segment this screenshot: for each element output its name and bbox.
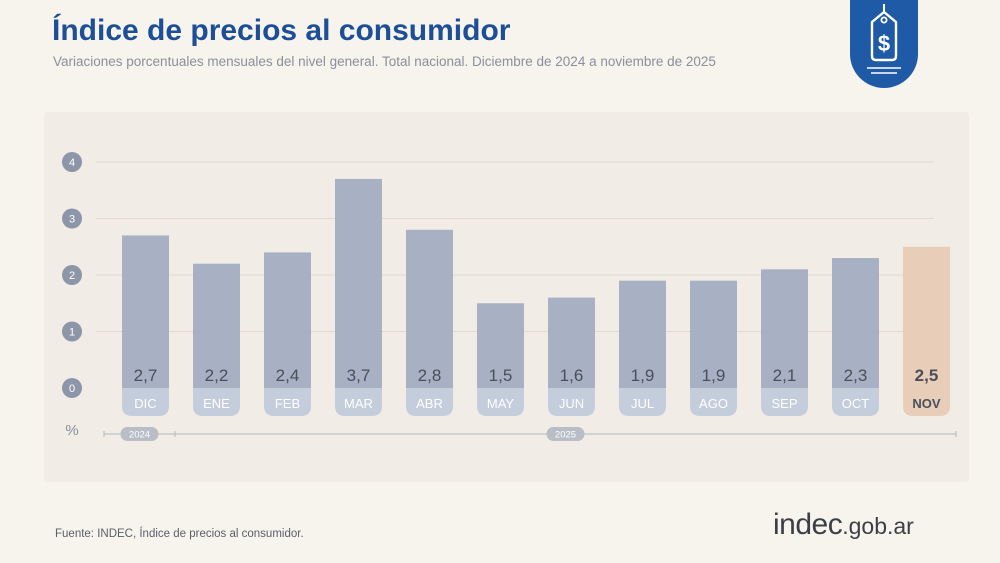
x-tick-label: SEP — [771, 396, 797, 411]
bar-value-label: 2,5 — [915, 366, 939, 385]
bar — [264, 252, 311, 388]
bar — [832, 258, 879, 388]
year-group-label: 2024 — [129, 430, 150, 441]
month-chip — [477, 388, 524, 416]
bar — [122, 235, 169, 388]
y-tick-marker — [62, 265, 82, 285]
logo-domain: .gob.ar — [842, 513, 914, 539]
y-tick-marker — [62, 152, 82, 172]
bar-value-label: 2,2 — [205, 366, 229, 385]
y-tick-marker — [62, 208, 82, 229]
x-tick-label: FEB — [275, 396, 300, 411]
bar — [335, 178, 382, 388]
month-chip — [406, 388, 453, 416]
y-tick-label: 3 — [69, 214, 75, 226]
x-tick-label: ABR — [416, 396, 443, 411]
bar — [903, 246, 950, 388]
y-tick-label: 4 — [69, 157, 75, 169]
x-tick-label: OCT — [842, 396, 870, 411]
svg-text:$: $ — [878, 31, 890, 56]
month-chip — [264, 388, 311, 416]
chart-title: Índice de precios al consumidor — [52, 14, 511, 47]
bar-value-label: 2,7 — [134, 366, 158, 385]
x-tick-label: MAY — [487, 396, 515, 411]
bar-value-label: 1,6 — [560, 366, 584, 385]
bar-value-label: 2,4 — [276, 366, 300, 385]
month-chip — [548, 388, 595, 416]
x-tick-label: ENE — [203, 396, 230, 411]
indec-logo: indec.gob.ar — [773, 508, 914, 542]
bar — [406, 229, 453, 388]
chart-panel: 0 1 2 3 4% 2,7 DIC 2,2 ENE 2,4 FEB 3,7 MAR 2,8 ABR 1,5 M… — [44, 112, 969, 482]
month-chip — [903, 388, 950, 416]
y-tick-marker — [62, 378, 82, 398]
bar-value-label: 1,9 — [702, 366, 726, 385]
year-group-label: 2025 — [555, 430, 576, 441]
bar-value-label: 3,7 — [347, 366, 371, 385]
bar — [761, 269, 808, 388]
y-axis-label: % — [65, 422, 78, 439]
bar — [690, 280, 737, 388]
y-tick-marker — [62, 321, 82, 342]
x-tick-label: AGO — [699, 396, 728, 411]
bar-value-label: 2,8 — [418, 366, 442, 385]
x-tick-label: JUN — [559, 396, 584, 411]
x-tick-label: DIC — [134, 396, 156, 411]
source-note: Fuente: INDEC, Índice de precios al cons… — [55, 528, 304, 540]
month-chip — [193, 388, 240, 416]
bar — [193, 263, 240, 388]
y-tick-label: 0 — [69, 383, 75, 395]
bar-value-label: 1,5 — [489, 366, 513, 385]
month-chip — [690, 388, 737, 416]
bar-value-label: 2,3 — [844, 366, 868, 385]
bar-value-label: 1,9 — [631, 366, 655, 385]
chart-subtitle: Variaciones porcentuales mensuales del n… — [53, 54, 716, 69]
bar-chart: 0 1 2 3 4% 2,7 DIC 2,2 ENE 2,4 FEB 3,7 MAR 2,8 ABR 1,5 M… — [62, 152, 957, 441]
x-tick-label: MAR — [344, 396, 373, 411]
x-tick-label: NOV — [912, 396, 941, 411]
bar — [619, 280, 666, 388]
price-tag-dollar-icon: $ — [867, 4, 901, 74]
y-tick-label: 2 — [69, 270, 75, 282]
year-group-chip — [546, 427, 585, 441]
bar — [477, 303, 524, 388]
bar — [548, 297, 595, 388]
x-tick-label: JUL — [631, 396, 654, 411]
logo-main: indec — [773, 508, 843, 541]
month-chip — [619, 388, 666, 416]
year-group-chip — [120, 427, 159, 441]
month-chip — [122, 388, 169, 416]
price-tag-badge: $ — [850, 0, 918, 88]
month-chip — [335, 388, 382, 416]
month-chip — [832, 388, 879, 416]
y-tick-label: 1 — [69, 327, 75, 339]
bar-value-label: 2,1 — [773, 366, 797, 385]
month-chip — [761, 388, 808, 416]
